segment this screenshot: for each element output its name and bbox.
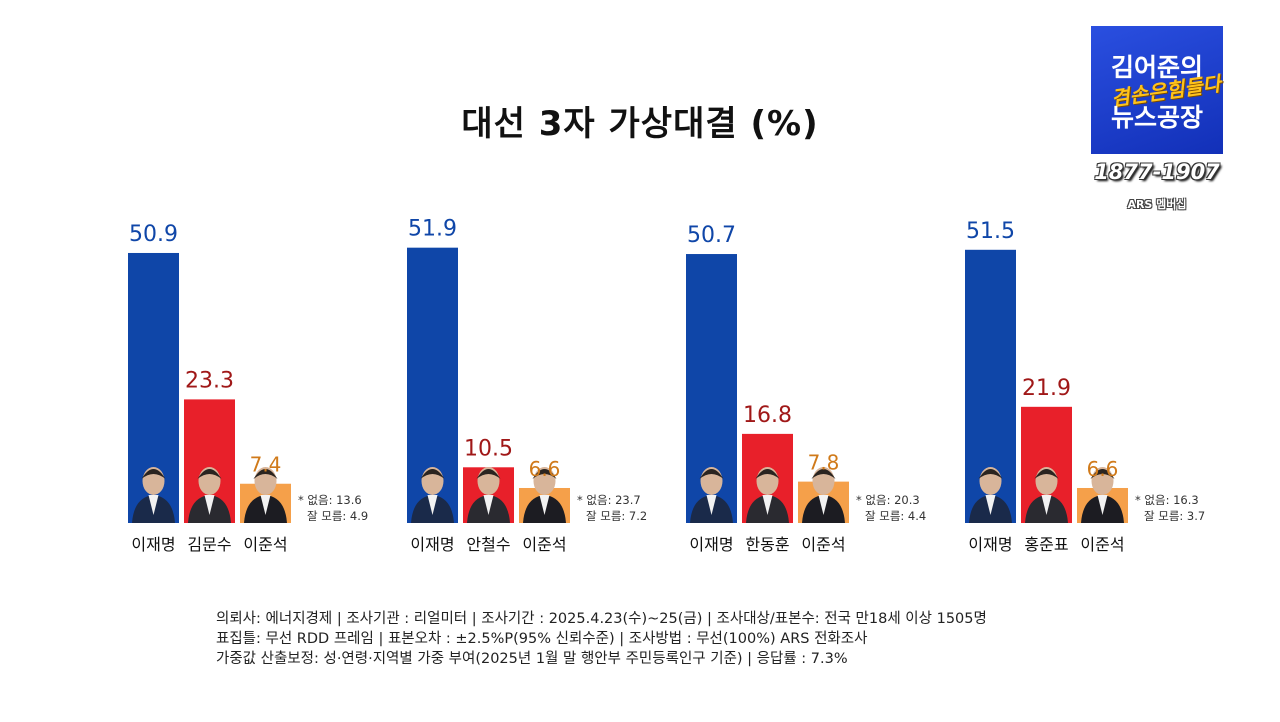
- value-label-2-1: 51.9: [408, 217, 457, 242]
- candidate-hair-icon: [420, 469, 445, 479]
- category-label-3-2: 한동훈: [745, 535, 789, 554]
- candidate-shirt-icon: [204, 495, 215, 515]
- value-label-3-2: 16.8: [743, 403, 792, 428]
- value-label-1-3: 7.4: [250, 453, 282, 477]
- candidate-shirt-icon: [539, 495, 550, 515]
- logo-line-2: 뉴스공장: [1110, 103, 1203, 132]
- value-label-4-1: 51.5: [966, 219, 1015, 244]
- value-label-4-2: 21.9: [1022, 376, 1071, 401]
- candidate-hair-icon: [253, 469, 278, 479]
- category-label-2-1: 이재명: [410, 535, 454, 554]
- candidate-shirt-icon: [1097, 495, 1108, 515]
- candidate-hair-icon: [532, 469, 557, 479]
- note-dontknow-3: 잘 모름: 4.4: [865, 509, 926, 523]
- candidate-shirt-icon: [985, 495, 996, 515]
- value-label-1-1: 50.9: [129, 222, 178, 247]
- footer-line-2: 표집틀: 무선 RDD 프레임 | 표본오차 : ±2.5%P(95% 신뢰수준…: [216, 631, 868, 647]
- chart-area: 50.9 이재명 23.3 김문수 7.4 이준석 * 없음: 13.6 잘 모름: 4.9 5…: [128, 217, 1205, 554]
- candidate-shirt-icon: [260, 495, 271, 515]
- candidate-shirt-icon: [483, 495, 494, 515]
- note-dontknow-2: 잘 모름: 7.2: [586, 509, 647, 523]
- category-label-1-1: 이재명: [131, 535, 175, 554]
- candidate-hair-icon: [755, 469, 780, 479]
- candidate-shirt-icon: [818, 495, 829, 515]
- candidate-shirt-icon: [148, 495, 159, 515]
- logo-phone-number: 1877-1907: [1094, 160, 1220, 184]
- candidate-hair-icon: [1090, 469, 1115, 479]
- note-dontknow-4: 잘 모름: 3.7: [1144, 509, 1205, 523]
- candidate-hair-icon: [197, 469, 222, 479]
- chart-title: 대선 3자 가상대결 (%): [461, 104, 819, 144]
- value-label-4-3: 6.6: [1087, 457, 1119, 481]
- note-none-2: * 없음: 23.7: [577, 493, 641, 507]
- logo-line-1: 김어준의: [1110, 53, 1203, 82]
- value-label-1-2: 23.3: [185, 368, 234, 393]
- value-label-3-1: 50.7: [687, 223, 736, 248]
- footer-line-3: 가중값 산출보정: 성·연령·지역별 가중 부여(2025년 1월 말 행안부 …: [216, 651, 848, 667]
- candidate-hair-icon: [476, 469, 501, 479]
- news-factory-logo: 김어준의 겸손은힘들다 뉴스공장: [1091, 26, 1223, 154]
- category-label-2-3: 이준석: [522, 535, 566, 554]
- note-dontknow-1: 잘 모름: 4.9: [307, 509, 368, 523]
- category-label-4-1: 이재명: [968, 535, 1012, 554]
- category-label-3-1: 이재명: [689, 535, 733, 554]
- category-label-3-3: 이준석: [801, 535, 845, 554]
- candidate-shirt-icon: [706, 495, 717, 515]
- candidate-shirt-icon: [1041, 495, 1052, 515]
- candidate-shirt-icon: [427, 495, 438, 515]
- candidate-hair-icon: [811, 469, 836, 479]
- value-label-2-3: 6.6: [529, 457, 561, 481]
- candidate-hair-icon: [1034, 469, 1059, 479]
- note-none-1: * 없음: 13.6: [298, 493, 362, 507]
- category-label-2-2: 안철수: [466, 535, 510, 554]
- category-label-4-2: 홍준표: [1024, 535, 1068, 554]
- candidate-hair-icon: [699, 469, 724, 479]
- footer-line-1: 의뢰사: 에너지경제 | 조사기관 : 리얼미터 | 조사기간 : 2025.4…: [216, 611, 987, 627]
- value-label-3-3: 7.8: [808, 451, 840, 475]
- category-label-1-3: 이준석: [243, 535, 287, 554]
- candidate-shirt-icon: [762, 495, 773, 515]
- candidate-hair-icon: [978, 469, 1003, 479]
- note-none-4: * 없음: 16.3: [1135, 493, 1199, 507]
- note-none-3: * 없음: 20.3: [856, 493, 920, 507]
- candidate-hair-icon: [141, 469, 166, 479]
- value-label-2-2: 10.5: [464, 436, 513, 461]
- survey-footer: 의뢰사: 에너지경제 | 조사기관 : 리얼미터 | 조사기간 : 2025.4…: [216, 609, 987, 669]
- category-label-1-2: 김문수: [187, 535, 231, 554]
- logo-subtitle: ARS 멤버십: [1127, 198, 1187, 211]
- category-label-4-3: 이준석: [1080, 535, 1124, 554]
